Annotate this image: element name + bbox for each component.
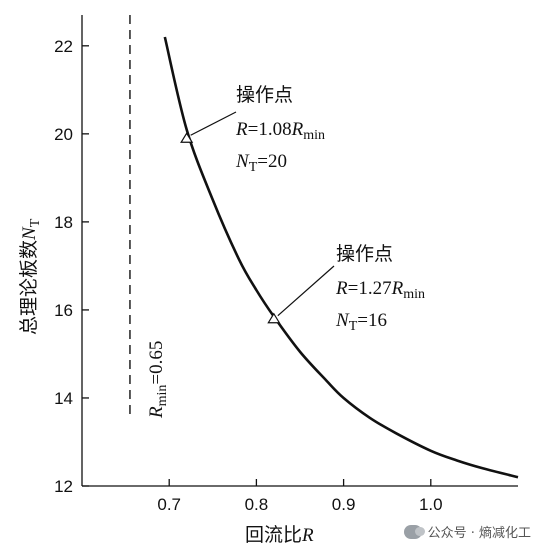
rmin-label-value: =0.65 (146, 341, 167, 385)
y-tick-label-2: 16 (54, 301, 73, 320)
point-0-n: NT=20 (235, 151, 287, 175)
operating-point-marker-0 (180, 132, 194, 143)
series-line (163, 36, 519, 479)
wechat-icon (403, 524, 425, 539)
rmin-label-base: R (146, 406, 167, 419)
y-tick-label-4: 20 (54, 125, 73, 144)
watermark-text: 公众号 · 熵减化工 (427, 526, 531, 541)
point-0-r: R=1.08Rmin (235, 119, 325, 143)
y-tick-label-5: 22 (54, 37, 73, 56)
leader-line-0 (190, 111, 237, 136)
point-1-r: R=1.27Rmin (335, 278, 425, 302)
leader-line-1 (277, 265, 335, 317)
y-tick-label-0: 12 (54, 477, 73, 496)
watermark: 公众号 · 熵减化工 (403, 522, 531, 541)
operating-point-marker-1 (267, 312, 281, 324)
rmin-label-sub: min (155, 385, 170, 407)
x-tick-label-2: 0.9 (332, 495, 356, 514)
rmin-label: Rmin=0.65 (146, 341, 170, 419)
point-1-n: NT=16 (335, 310, 387, 334)
ticks (82, 45, 432, 487)
x-tick-label-3: 1.0 (419, 495, 443, 514)
point-1-title: 操作点 (336, 243, 393, 265)
y-axis-label: 总理论板数NT (18, 218, 43, 335)
x-tick-label-1: 0.8 (245, 495, 269, 514)
tick-labels: 12 14 16 18 20 22 0.7 0.8 0.9 1.0 (54, 37, 443, 514)
x-tick-label-0: 0.7 (157, 495, 181, 514)
operating-points (180, 132, 281, 324)
point-0-title: 操作点 (236, 84, 293, 106)
y-tick-label-1: 14 (54, 389, 73, 408)
y-tick-label-3: 18 (54, 213, 73, 232)
x-axis-label: 回流比R (245, 524, 314, 546)
